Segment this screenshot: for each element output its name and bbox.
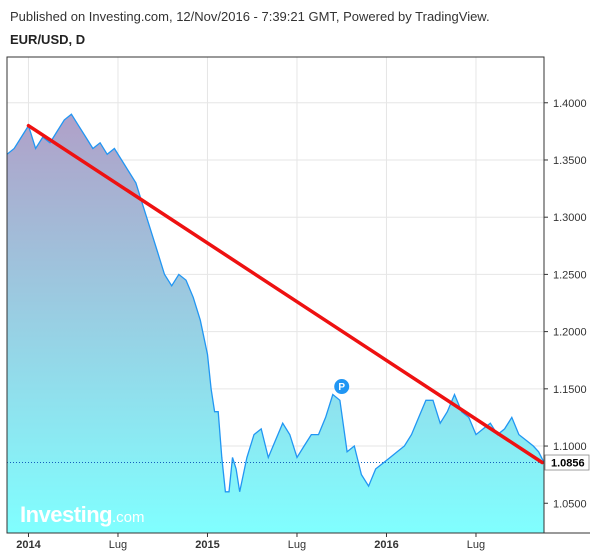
x-tick-label: 2014 [16, 539, 41, 551]
price-line [7, 113, 544, 493]
event-marker[interactable]: P [334, 379, 350, 395]
y-tick-label: 1.3000 [553, 212, 587, 224]
x-axis: 2014 Lug 2015 Lug 2016 Lug [16, 533, 485, 551]
logo-main: Investing [20, 502, 112, 527]
y-axis: 1.0500 1.1000 1.1500 1.2000 1.2500 1.3000 1.35… [544, 98, 587, 510]
investing-logo: Investing .com [20, 502, 145, 527]
y-tick-label: 1.1500 [553, 384, 587, 396]
y-tick-label: 1.3500 [553, 155, 587, 167]
trendline[interactable] [26, 123, 544, 465]
x-tick-label: 2016 [374, 539, 398, 551]
last-price-value: 1.0856 [551, 458, 585, 470]
y-tick-label: 1.0500 [553, 498, 587, 510]
symbol-title: EUR/USD, D [10, 32, 86, 47]
y-tick-label: 1.2500 [553, 269, 587, 281]
event-marker-label: P [338, 382, 345, 393]
x-tick-label: 2015 [195, 539, 219, 551]
y-tick-label: 1.1000 [553, 441, 587, 453]
y-tick-label: 1.4000 [553, 98, 587, 110]
x-tick-label: Lug [288, 539, 306, 551]
publish-info: Published on Investing.com, 12/Nov/2016 … [10, 9, 490, 24]
x-tick-label: Lug [109, 539, 127, 551]
logo-suffix: .com [112, 509, 145, 526]
price-area-fill [7, 114, 544, 533]
y-tick-label: 1.2000 [553, 327, 587, 339]
x-tick-label: Lug [467, 539, 485, 551]
last-price-badge: 1.0856 [544, 454, 590, 471]
